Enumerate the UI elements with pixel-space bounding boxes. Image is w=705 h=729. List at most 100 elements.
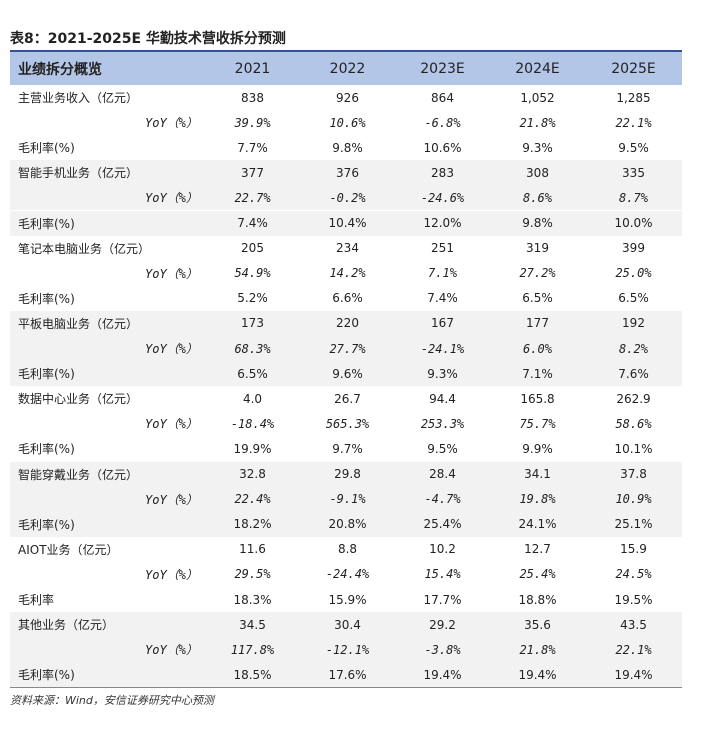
value-cell: 12.7 (524, 542, 551, 557)
row-label: 数据中心业务（亿元） (18, 392, 139, 407)
value-cell: 9.5% (427, 441, 458, 456)
row-label: YoY（%） (145, 492, 198, 507)
value-cell: 34.5 (239, 617, 266, 632)
value-cell: 32.8 (239, 467, 266, 482)
value-cell: 1,052 (520, 90, 555, 105)
value-cell: 838 (241, 90, 264, 105)
value-cell: 18.2% (233, 517, 272, 532)
value-cell: 7.4% (237, 216, 268, 231)
value-cell: 24.1% (518, 517, 557, 532)
header-cell: 业绩拆分概览 (18, 61, 102, 78)
row-label: 智能手机业务（亿元） (18, 166, 139, 181)
row-label: 其他业务（亿元） (18, 618, 115, 633)
value-cell: 54.9% (234, 266, 271, 281)
row-band (10, 361, 682, 387)
row-band (10, 336, 682, 362)
value-cell: 6.5% (618, 291, 649, 306)
value-cell: 19.8% (519, 492, 556, 507)
row-label: YoY（%） (145, 417, 198, 432)
value-cell: 37.8 (620, 467, 647, 482)
header-cell: 2021 (234, 60, 271, 77)
row-label: YoY（%） (145, 643, 198, 658)
row-label: AIOT业务（亿元） (18, 542, 119, 557)
value-cell: 308 (526, 165, 549, 180)
value-cell: 17.7% (423, 592, 462, 607)
value-cell: 24.5% (615, 567, 652, 582)
value-cell: 319 (526, 241, 549, 256)
row-band (10, 210, 682, 236)
value-cell: 25.0% (615, 266, 652, 281)
value-cell: 6.5% (522, 291, 553, 306)
value-cell: 8.2% (619, 341, 648, 356)
header-cell: 2024E (515, 60, 560, 77)
value-cell: 1,285 (616, 90, 651, 105)
value-cell: 7.7% (237, 140, 268, 155)
row-label: YoY（%） (145, 342, 198, 357)
value-cell: 251 (431, 241, 454, 256)
row-band (10, 310, 682, 336)
value-cell: 9.5% (618, 140, 649, 155)
value-cell: 19.4% (423, 667, 462, 682)
value-cell: 4.0 (242, 391, 263, 406)
value-cell: 18.8% (518, 592, 557, 607)
value-cell: 18.5% (233, 667, 272, 682)
value-cell: 565.3% (325, 416, 370, 431)
value-cell: 21.8% (519, 115, 556, 130)
value-cell: 68.3% (234, 341, 271, 356)
row-band (10, 185, 682, 211)
value-cell: 43.5 (620, 617, 647, 632)
value-cell: -12.1% (325, 642, 370, 657)
row-label: 毛利率(%) (18, 442, 75, 457)
value-cell: 9.7% (332, 441, 363, 456)
value-cell: 21.8% (519, 642, 556, 657)
value-cell: 22.7% (234, 190, 271, 205)
value-cell: 28.4 (429, 467, 456, 482)
row-label: YoY（%） (145, 266, 198, 281)
value-cell: 117.8% (230, 642, 275, 657)
row-label: YoY（%） (145, 567, 198, 582)
value-cell: 10.1% (614, 441, 653, 456)
value-cell: 27.7% (329, 341, 366, 356)
table-title: 表8：2021-2025E 华勤技术营收拆分预测 (10, 31, 286, 47)
row-label: 毛利率(%) (18, 367, 75, 382)
value-cell: 19.4% (614, 667, 653, 682)
value-cell: 15.9% (328, 592, 367, 607)
row-label: 毛利率(%) (18, 517, 75, 532)
value-cell: -9.1% (329, 492, 366, 507)
value-cell: 75.7% (519, 416, 556, 431)
value-cell: 19.4% (518, 667, 557, 682)
value-cell: 27.2% (519, 266, 556, 281)
value-cell: 205 (241, 241, 264, 256)
value-cell: 19.9% (233, 441, 272, 456)
row-label: 毛利率(%) (18, 668, 75, 683)
value-cell: 7.1% (428, 266, 457, 281)
value-cell: 9.6% (332, 366, 363, 381)
row-label: YoY（%） (145, 116, 198, 131)
value-cell: 9.3% (427, 366, 458, 381)
header-cell: 2025E (611, 60, 656, 77)
value-cell: 165.8 (520, 391, 555, 406)
row-label: 智能穿戴业务（亿元） (18, 467, 139, 482)
header-cell: 2023E (420, 60, 465, 77)
row-band (10, 461, 682, 487)
value-cell: 376 (336, 165, 359, 180)
value-cell: 377 (241, 165, 264, 180)
row-label: 毛利率(%) (18, 141, 75, 156)
value-cell: 9.8% (522, 216, 553, 231)
value-cell: 25.4% (519, 567, 556, 582)
value-cell: 399 (622, 241, 645, 256)
value-cell: 8.7% (619, 190, 648, 205)
value-cell: 26.7 (334, 391, 361, 406)
value-cell: 6.0% (523, 341, 552, 356)
value-cell: 864 (431, 90, 454, 105)
row-band (10, 637, 682, 663)
value-cell: 283 (431, 165, 454, 180)
value-cell: 20.8% (328, 517, 367, 532)
value-cell: 9.8% (332, 140, 363, 155)
value-cell: 167 (431, 316, 454, 331)
value-cell: 29.5% (234, 567, 271, 582)
value-cell: 11.6 (239, 542, 266, 557)
value-cell: 234 (336, 241, 359, 256)
value-cell: 10.2 (429, 542, 456, 557)
value-cell: -24.1% (420, 341, 465, 356)
